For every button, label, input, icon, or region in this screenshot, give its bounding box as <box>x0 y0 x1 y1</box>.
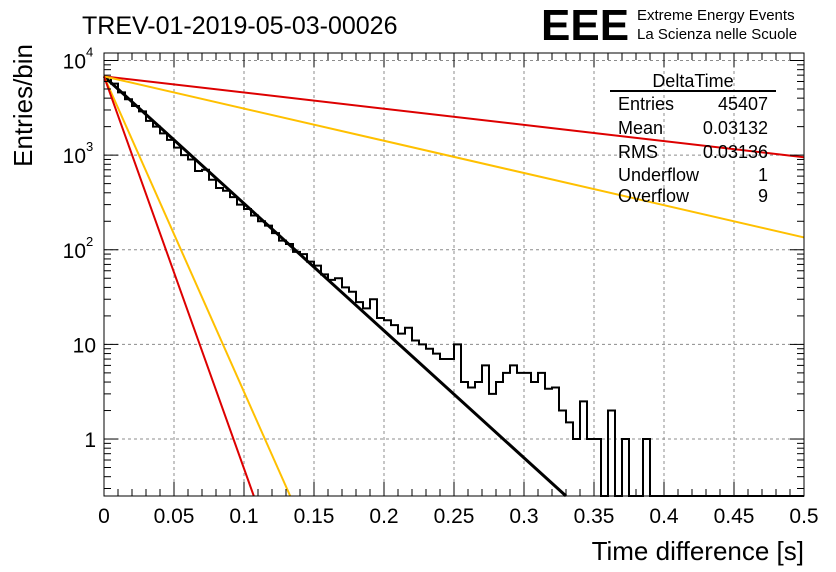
fit-line <box>103 76 255 497</box>
stats-value-mean: 0.03132 <box>703 118 768 138</box>
x-tick-label: 0.35 <box>574 505 615 528</box>
x-tick-label: 0.25 <box>434 505 475 528</box>
x-axis-label: Time difference [s] <box>592 536 804 566</box>
stats-value-rms: 0.03136 <box>703 142 768 162</box>
stats-value-entries: 45407 <box>718 94 768 114</box>
logo: EEE Extreme Energy Events La Scienza nel… <box>541 1 797 50</box>
x-tick-label: 0.45 <box>714 505 755 528</box>
stats-box: DeltaTime Entries 45407 Mean 0.03132 RMS… <box>610 71 776 206</box>
logo-line-1: Extreme Energy Events <box>637 7 795 24</box>
stats-value-underflow: 1 <box>758 165 768 185</box>
fit-line <box>102 75 568 498</box>
axis-ticks <box>103 53 805 496</box>
y-tick-exponent: 3 <box>86 139 93 154</box>
x-tick-label: 0.5 <box>789 505 818 528</box>
logo-line-2: La Scienza nelle Scuole <box>637 26 797 43</box>
x-tick-labels: 0 0.05 0.1 0.15 0.2 0.25 0.3 0.35 0.4 0.45 0.5 <box>98 505 818 528</box>
x-tick-label: 0.1 <box>229 505 258 528</box>
y-tick-label: 10 <box>63 145 86 168</box>
y-tick-exponent: 4 <box>86 44 93 59</box>
x-tick-label: 0.4 <box>649 505 679 528</box>
stats-label-mean: Mean <box>618 118 663 138</box>
grid <box>104 53 804 496</box>
logo-mark: EEE <box>541 1 629 50</box>
stats-label-rms: RMS <box>618 142 658 162</box>
x-tick-label: 0.3 <box>509 505 538 528</box>
y-tick-label: 10 <box>63 240 86 263</box>
y-tick-label: 10 <box>73 334 96 357</box>
y-tick-exponent: 2 <box>86 234 93 249</box>
fit-lines <box>102 75 805 498</box>
chart-title: TREV-01-2019-05-03-00026 <box>82 12 397 40</box>
x-tick-label: 0.05 <box>154 505 195 528</box>
y-tick-label: 1 <box>84 429 96 452</box>
x-tick-label: 0.15 <box>294 505 335 528</box>
x-tick-label: 0 <box>98 505 110 528</box>
stats-label-overflow: Overflow <box>618 186 690 206</box>
y-axis-label: Entries/bin <box>8 44 38 167</box>
x-tick-label: 0.2 <box>369 505 398 528</box>
fit-line <box>103 75 805 239</box>
stats-label-entries: Entries <box>618 94 674 114</box>
stats-box-title: DeltaTime <box>652 71 733 91</box>
y-tick-label: 10 <box>63 50 86 73</box>
stats-value-overflow: 9 <box>758 186 768 206</box>
fit-line <box>103 75 292 497</box>
fit-line <box>103 75 805 159</box>
stats-label-underflow: Underflow <box>618 165 700 185</box>
